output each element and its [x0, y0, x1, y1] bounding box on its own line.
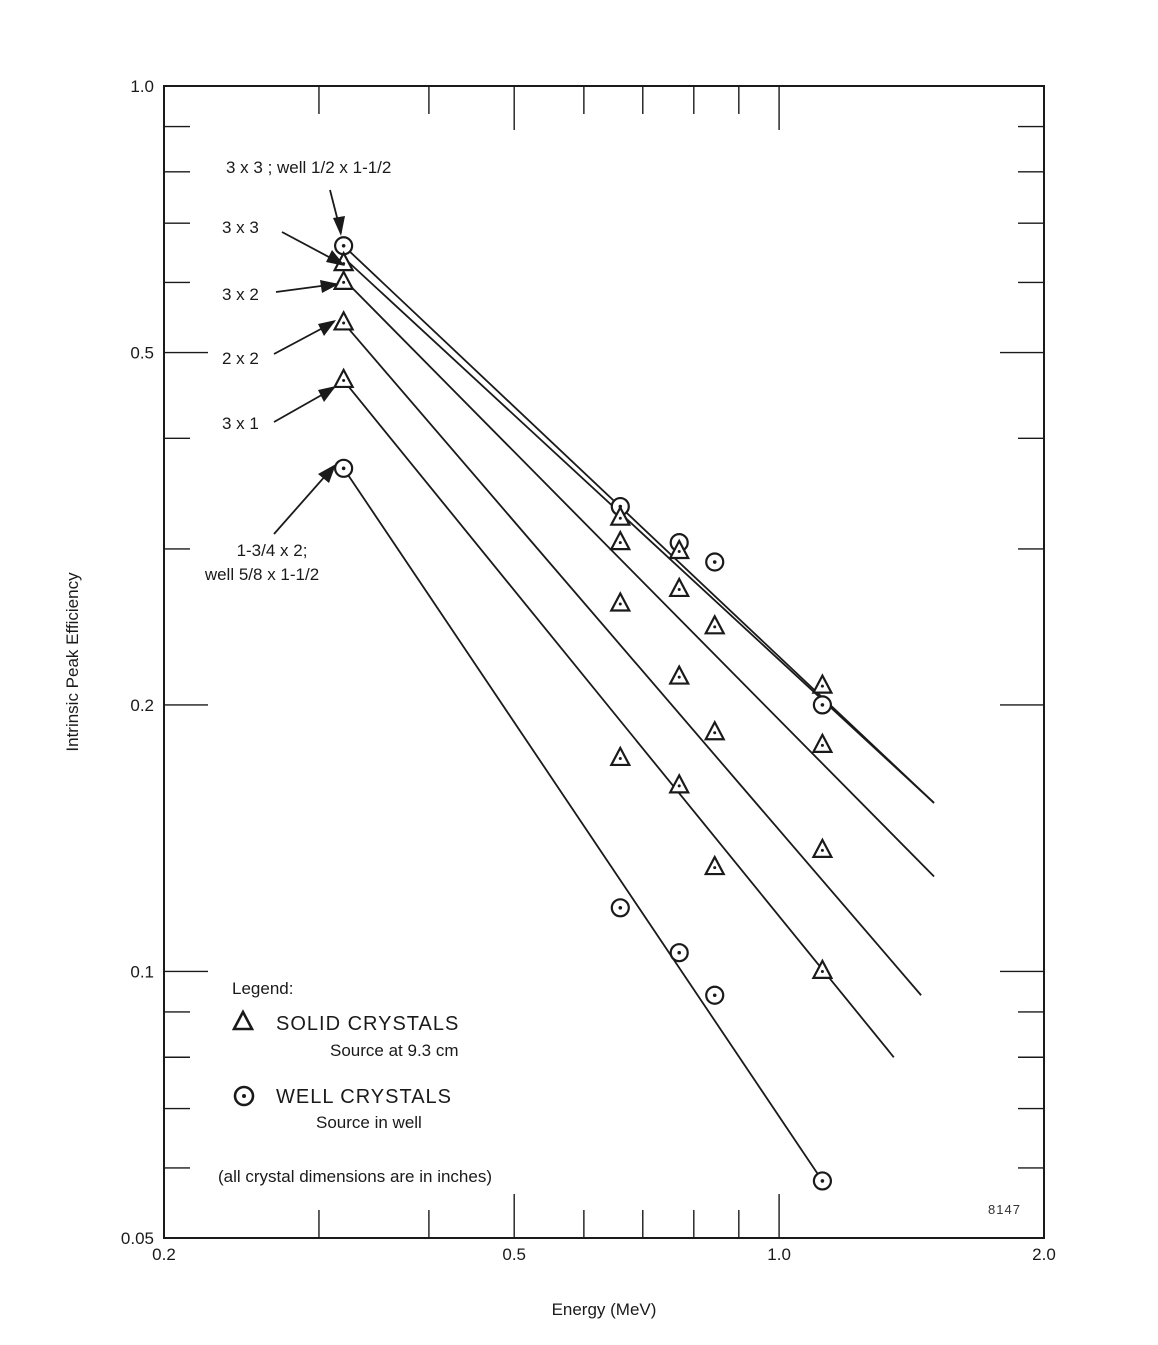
figure-id: 8147 [988, 1202, 1021, 1217]
triangle-marker-series-2 [668, 538, 691, 560]
triangle-marker-series-4 [811, 837, 834, 858]
triangle-marker-series-2 [609, 505, 632, 526]
triangle-marker-dot [713, 866, 717, 870]
triangle-marker-dot [618, 756, 622, 760]
tick-labels: 0.2 0.5 1.0 2.0 0.05 0.1 0.2 0.5 1.0 [121, 77, 1056, 1264]
fit-line-series-1 [343, 245, 935, 804]
annotation-2x2: 2 x 2 [222, 349, 259, 368]
triangle-marker-series-5 [703, 854, 726, 876]
fit-line-series-4 [342, 322, 922, 996]
legend-solid-label: SOLID CRYSTALS [276, 1013, 459, 1035]
triangle-marker-series-3 [703, 613, 726, 635]
x-tick-label: 0.2 [152, 1245, 176, 1264]
fit-line-series-6 [342, 467, 824, 1182]
y-tick-label: 0.05 [121, 1229, 154, 1248]
annotation-1-3-4x2-line2: well 5/8 x 1-1/2 [204, 565, 319, 584]
arrowhead-3x2 [320, 280, 339, 293]
triangle-marker-dot [713, 625, 717, 629]
x-tick-label: 0.5 [502, 1245, 526, 1264]
triangle-marker-dot [618, 602, 622, 606]
arrowhead-2x2 [318, 320, 336, 336]
triangle-marker-series-5 [332, 367, 355, 389]
annotation-3x1: 3 x 1 [222, 414, 259, 433]
annotation-arrows [273, 189, 345, 535]
annotation-3x2: 3 x 2 [222, 285, 259, 304]
circle-marker-dot [341, 243, 346, 248]
circle-marker-dot [820, 1179, 825, 1183]
arrowhead-3x3 [326, 250, 345, 266]
triangle-marker-dot [618, 516, 622, 520]
triangle-marker-dot [677, 784, 681, 788]
triangle-marker-dot [677, 675, 681, 679]
triangle-marker-series-3 [811, 732, 834, 753]
triangle-marker-series-5 [609, 745, 632, 767]
legend: Legend: SOLID CRYSTALS Source at 9.3 cm … [218, 979, 492, 1186]
y-tick-label: 0.1 [130, 962, 154, 981]
triangle-marker-series-2 [811, 673, 834, 694]
legend-well-label: WELL CRYSTALS [276, 1086, 452, 1108]
y-axis-label: Intrinsic Peak Efficiency [63, 572, 82, 752]
triangle-marker-series-5 [668, 773, 691, 794]
data-markers [332, 236, 834, 1191]
triangle-marker-series-4 [332, 310, 355, 331]
x-tick-label: 1.0 [767, 1245, 791, 1264]
triangle-marker-dot [820, 684, 824, 688]
triangle-marker-series-3 [332, 269, 355, 290]
y-tick-label: 0.2 [130, 696, 154, 715]
triangle-marker-series-3 [668, 576, 691, 598]
triangle-marker-dot [677, 550, 681, 554]
circle-marker-dot [820, 703, 825, 707]
annotation-3x3-well: 3 x 3 ; well 1/2 x 1-1/2 [226, 158, 391, 177]
arrowhead-3x1 [318, 386, 336, 402]
x-axis-label: Energy (MeV) [552, 1300, 657, 1319]
y-tick-label: 0.5 [130, 344, 154, 363]
circle-marker-dot [618, 906, 623, 910]
arrowhead-3x3-well [333, 216, 345, 236]
y-tick-label: 1.0 [130, 77, 154, 96]
circle-marker-dot [712, 560, 717, 564]
triangle-marker-dot [342, 321, 346, 325]
fit-line-series-2 [343, 256, 935, 804]
triangle-marker-dot [618, 541, 622, 545]
legend-solid-note: Source at 9.3 cm [330, 1041, 459, 1060]
legend-footnote: (all crystal dimensions are in inches) [218, 1167, 492, 1186]
triangle-marker-dot [820, 969, 824, 973]
axis-ticks [164, 86, 1044, 1238]
triangle-marker-series-4 [668, 664, 691, 685]
triangle-marker-dot [713, 731, 717, 735]
triangle-marker-series-5 [811, 958, 834, 980]
circle-marker-dot [341, 466, 346, 471]
legend-well-note: Source in well [316, 1113, 422, 1132]
fit-lines [342, 245, 935, 1182]
triangle-marker-dot [677, 588, 681, 592]
triangle-marker-dot [820, 743, 824, 747]
triangle-marker-series-4 [703, 719, 726, 741]
triangle-marker-series-3 [609, 529, 632, 551]
annotation-1-3-4x2-line1: 1-3/4 x 2; [237, 541, 308, 560]
triangle-marker-series-4 [609, 591, 632, 612]
legend-circle-dot [242, 1094, 246, 1098]
legend-title: Legend: [232, 979, 293, 998]
fit-line-series-3 [342, 278, 935, 878]
triangle-marker-dot [820, 848, 824, 852]
triangle-marker-dot [342, 378, 346, 382]
circle-marker-dot [712, 993, 717, 998]
arrowhead-1-3-4x2 [318, 464, 336, 483]
plot-frame [163, 85, 1045, 1239]
annotation-3x3: 3 x 3 [222, 218, 259, 237]
legend-triangle-marker [231, 1009, 255, 1031]
x-tick-label: 2.0 [1032, 1245, 1056, 1264]
fit-line-series-5 [342, 379, 895, 1058]
circle-marker-dot [677, 950, 682, 955]
triangle-marker-dot [342, 280, 346, 284]
